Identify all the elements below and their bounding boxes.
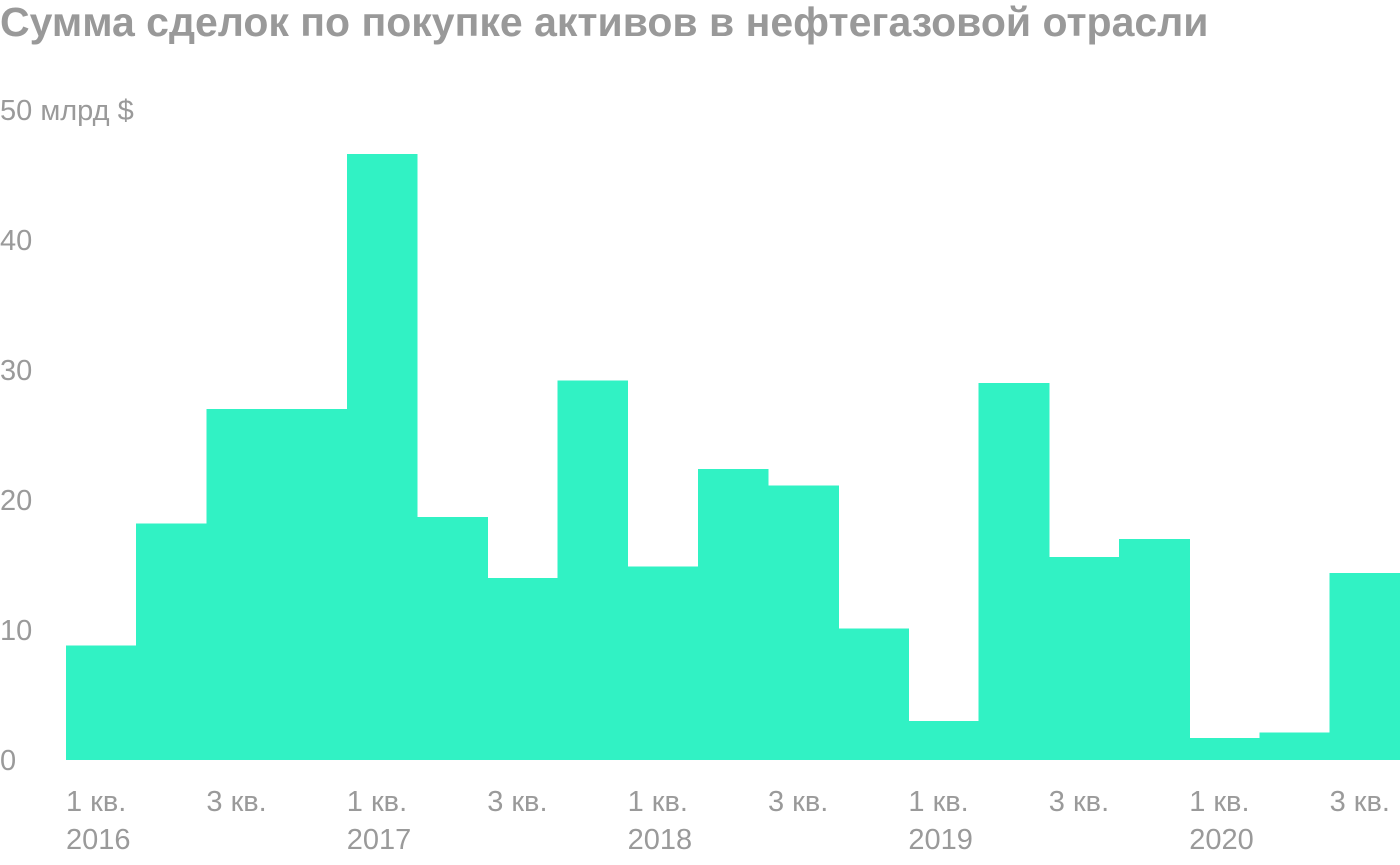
x-tick-label-quarter: 3 кв. [487,786,547,818]
x-tick-label-quarter: 1 кв. [628,786,688,818]
y-tick-label: 30 [0,355,32,387]
bar [768,485,839,760]
bar [1259,732,1331,760]
x-tick-label-quarter: 1 кв. [1189,786,1249,818]
x-tick-label-quarter: 1 кв. [908,786,968,818]
bar [417,516,488,760]
x-tick-label-quarter: 1 кв. [347,786,407,818]
y-axis-ticks: 0 10 20 30 40 50 млрд $ [0,95,134,777]
bar [206,409,278,760]
bar [1048,557,1120,760]
x-tick-label-year: 2016 [66,824,131,856]
y-tick-label: 0 [0,745,16,777]
bar [276,409,348,760]
bar [1119,539,1190,760]
bar [1329,572,1400,760]
bar [136,523,207,760]
bar-series [66,154,1400,760]
x-tick-label-quarter: 1 кв. [66,786,126,818]
bar [978,383,1050,760]
chart-title: Сумма сделок по покупке активов в нефтег… [0,0,1208,45]
y-tick-label: 20 [0,485,32,517]
bar [66,645,137,760]
x-tick-label-quarter: 3 кв. [206,786,266,818]
y-tick-label: 10 [0,615,32,647]
bar [1189,737,1260,760]
x-tick-label-quarter: 3 кв. [1049,786,1109,818]
x-tick-label-quarter: 3 кв. [1330,786,1390,818]
bar [557,380,629,760]
bar [838,628,909,760]
bar [697,468,769,760]
x-tick-label-year: 2017 [347,824,412,856]
x-tick-label-year: 2020 [1189,824,1254,856]
x-tick-label-year: 2018 [628,824,693,856]
y-tick-label: 40 [0,225,32,257]
bar [346,154,418,760]
bar [627,566,699,760]
y-tick-label: 50 млрд $ [0,95,134,127]
x-axis-ticks: 1 кв. 2016 3 кв. 1 кв. 2017 3 кв. 1 кв. 2018 3 к… [66,786,1390,856]
x-tick-label-quarter: 3 кв. [768,786,828,818]
x-tick-label-year: 2019 [908,824,973,856]
bar [487,578,558,760]
bar [908,721,980,760]
